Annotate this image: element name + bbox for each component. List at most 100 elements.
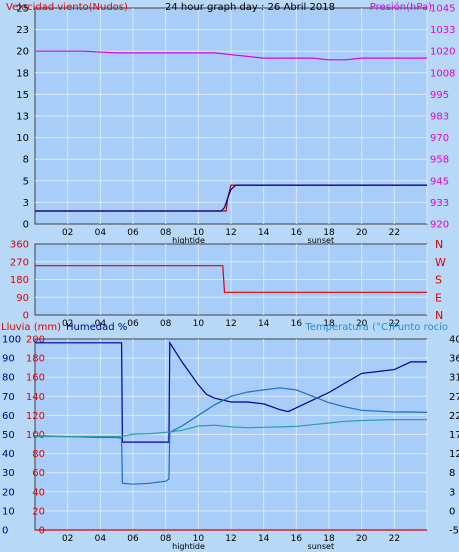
humidity-tick-label: 50 xyxy=(2,430,15,441)
temperature-tick-label: 22 xyxy=(449,411,459,422)
rain-tick-label: 160 xyxy=(26,373,45,384)
panel-3-x-tick-label: 12 xyxy=(225,534,236,544)
panel-1-x-tick-label: 12 xyxy=(225,228,236,238)
rain-axis-title: Lluvia (mm) xyxy=(1,322,61,333)
panel-3-x-tick-label: 22 xyxy=(389,534,400,544)
chart-title: 24 hour graph day : 26 Abril 2018 xyxy=(165,2,335,13)
wind-tick-label: 0 xyxy=(23,220,29,231)
rain-tick-label: 20 xyxy=(32,506,45,517)
compass-label: E xyxy=(435,291,442,304)
temperature-tick-label: 27 xyxy=(449,392,459,403)
rain-tick-label: 200 xyxy=(26,335,45,346)
humidity-axis-title: Humedad % xyxy=(66,322,127,333)
direction-tick-label: 180 xyxy=(10,275,29,286)
humidity-tick-label: 60 xyxy=(2,411,15,422)
direction-tick-label: 270 xyxy=(10,257,29,268)
direction-tick-label: 360 xyxy=(10,240,29,251)
rain-tick-label: 140 xyxy=(26,392,45,403)
panel-3-x-tick-label: 18 xyxy=(323,534,335,544)
panel-2-x-tick-label: 04 xyxy=(95,319,107,329)
panel-2-x-tick-label: 10 xyxy=(193,319,205,329)
panel-2-x-tick-label: 06 xyxy=(127,319,139,329)
temperature-tick-label: 0 xyxy=(449,506,455,517)
pressure-tick-label: 1020 xyxy=(430,47,455,58)
rain-tick-label: 80 xyxy=(32,449,45,460)
wind-series-line-1 xyxy=(35,184,427,212)
temperature-tick-label: 8 xyxy=(449,468,455,479)
temperature-axis-title: Temperatura (°C)Punto rocío xyxy=(304,321,448,333)
temperature-series-line-2 xyxy=(35,419,427,438)
panel-1-x-tick-label: 18 xyxy=(323,228,335,238)
panel-2-x-tick-label: 18 xyxy=(323,319,335,329)
pressure-tick-label: 1008 xyxy=(430,68,455,79)
panel-1-hightide-label: hightide xyxy=(172,236,205,245)
wind-tick-label: 3 xyxy=(23,198,29,209)
wind-tick-label: 15 xyxy=(16,90,29,101)
compass-label: N xyxy=(435,309,443,322)
panel-1-x-tick-label: 14 xyxy=(258,228,270,238)
pressure-tick-label: 945 xyxy=(430,176,449,187)
panel-1-x-tick-label: 16 xyxy=(291,228,303,238)
humidity-tick-label: 30 xyxy=(2,468,15,479)
pressure-tick-label: 970 xyxy=(430,133,449,144)
wind-tick-label: 25 xyxy=(16,4,29,15)
direction-tick-label: 0 xyxy=(23,311,29,322)
panel-1-x-tick-label: 08 xyxy=(160,228,172,238)
panel-1-sunset-label: sunset xyxy=(308,236,335,245)
pressure-axis-title: Presión(hPa) xyxy=(370,1,432,13)
humidity-tick-label: 0 xyxy=(2,526,8,537)
temperature-tick-label: 3 xyxy=(449,487,455,498)
panel-1-x-tick-label: 04 xyxy=(95,228,107,238)
pressure-series-line xyxy=(35,50,427,61)
panel-3-x-tick-label: 16 xyxy=(291,534,303,544)
wind-tick-label: 20 xyxy=(16,47,29,58)
panel-1-x-tick-label: 10 xyxy=(193,228,205,238)
humidity-series-line xyxy=(35,340,427,443)
rain-tick-label: 180 xyxy=(26,354,45,365)
temperature-tick-label: -5 xyxy=(449,526,459,537)
rain-tick-label: 0 xyxy=(39,526,45,537)
rain-tick-label: 120 xyxy=(26,411,45,422)
panel-3-x-tick-label: 20 xyxy=(356,534,368,544)
wind-tick-label: 8 xyxy=(23,155,29,166)
panel-2-x-tick-label: 12 xyxy=(225,319,236,329)
pressure-tick-label: 1033 xyxy=(430,25,455,36)
pressure-tick-label: 958 xyxy=(430,155,449,166)
temperature-tick-label: 17 xyxy=(449,430,459,441)
wind-axis-title: Velocidad viento(Nudos) xyxy=(6,2,128,13)
panel-2-x-tick-label: 14 xyxy=(258,319,270,329)
panel-3-sunset-label: sunset xyxy=(308,542,335,551)
pressure-tick-label: 920 xyxy=(430,220,449,231)
humidity-tick-label: 10 xyxy=(2,506,15,517)
humidity-tick-label: 90 xyxy=(2,354,15,365)
panel-2-x-tick-label: 08 xyxy=(160,319,172,329)
wind-tick-label: 5 xyxy=(23,176,29,187)
wind-tick-label: 10 xyxy=(16,133,29,144)
temperature-tick-label: 12 xyxy=(449,449,459,460)
compass-label: S xyxy=(435,274,442,287)
panel-1-x-tick-label: 02 xyxy=(62,228,73,238)
rain-tick-label: 60 xyxy=(32,468,45,479)
wind-tick-label: 13 xyxy=(16,112,29,123)
panel-3-x-tick-label: 02 xyxy=(62,534,73,544)
temperature-tick-label: 31 xyxy=(449,373,459,384)
panel-3-hightide-label: hightide xyxy=(172,542,205,551)
panel-3-x-tick-label: 14 xyxy=(258,534,270,544)
compass-label: W xyxy=(435,256,446,269)
panel-3-x-tick-label: 06 xyxy=(127,534,139,544)
wind-tick-label: 18 xyxy=(16,68,29,79)
compass-label: N xyxy=(435,238,443,251)
panel-3-x-tick-label: 08 xyxy=(160,534,172,544)
panel-3-x-tick-label: 10 xyxy=(193,534,205,544)
rain-tick-label: 40 xyxy=(32,487,45,498)
panel-2-x-tick-label: 16 xyxy=(291,319,303,329)
humidity-tick-label: 20 xyxy=(2,487,15,498)
panel-1-x-tick-label: 22 xyxy=(389,228,400,238)
panel-1-x-tick-label: 06 xyxy=(127,228,139,238)
humidity-tick-label: 70 xyxy=(2,392,15,403)
humidity-tick-label: 100 xyxy=(2,335,21,346)
panel-2-x-tick-label: 02 xyxy=(62,319,73,329)
panel-1-x-tick-label: 20 xyxy=(356,228,368,238)
